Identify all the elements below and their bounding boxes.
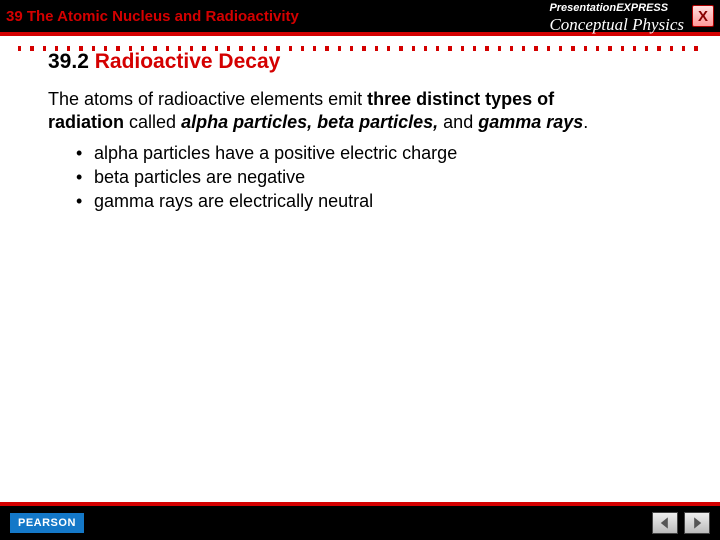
p-text: . <box>583 112 588 132</box>
bullet-list: alpha particles have a positive electric… <box>76 141 694 214</box>
next-button[interactable] <box>684 512 710 534</box>
chapter-name: The Atomic Nucleus and Radioactivity <box>27 8 299 25</box>
brand-express: EXPRESS <box>616 2 668 14</box>
pearson-logo: PEARSON <box>10 513 84 533</box>
close-button[interactable]: X <box>692 5 714 27</box>
p-text: The atoms of radioactive elements emit <box>48 89 367 109</box>
chapter-title: 39 The Atomic Nucleus and Radioactivity <box>6 8 299 25</box>
section-name: Radioactive Decay <box>95 50 281 73</box>
p-italic: gamma rays <box>478 112 583 132</box>
paragraph: The atoms of radioactive elements emit t… <box>48 88 608 135</box>
section-title: 39.2 Radioactive Decay <box>48 50 694 74</box>
p-text: and <box>438 112 478 132</box>
prev-button[interactable] <box>652 512 678 534</box>
brand-conceptual-physics: Conceptual Physics <box>549 15 684 34</box>
section-number: 39.2 <box>48 50 89 73</box>
chapter-number: 39 <box>6 8 23 25</box>
bullet-item: beta particles are negative <box>76 165 694 189</box>
header-right: PresentationEXPRESS Conceptual Physics X <box>549 0 714 35</box>
bullet-item: gamma rays are electrically neutral <box>76 189 694 213</box>
header-bar: 39 The Atomic Nucleus and Radioactivity … <box>0 0 720 32</box>
footer-bar: PEARSON <box>0 506 720 540</box>
nav-controls <box>652 512 710 534</box>
p-italic: alpha particles, beta particles, <box>181 112 438 132</box>
close-icon: X <box>698 8 708 25</box>
chevron-left-icon <box>658 516 672 530</box>
p-text: called <box>124 112 181 132</box>
chevron-right-icon <box>690 516 704 530</box>
brand-presentation: Presentation <box>549 2 616 14</box>
brand: PresentationEXPRESS Conceptual Physics <box>549 0 684 35</box>
bullet-item: alpha particles have a positive electric… <box>76 141 694 165</box>
content-area: 39.2 Radioactive Decay The atoms of radi… <box>0 36 720 214</box>
